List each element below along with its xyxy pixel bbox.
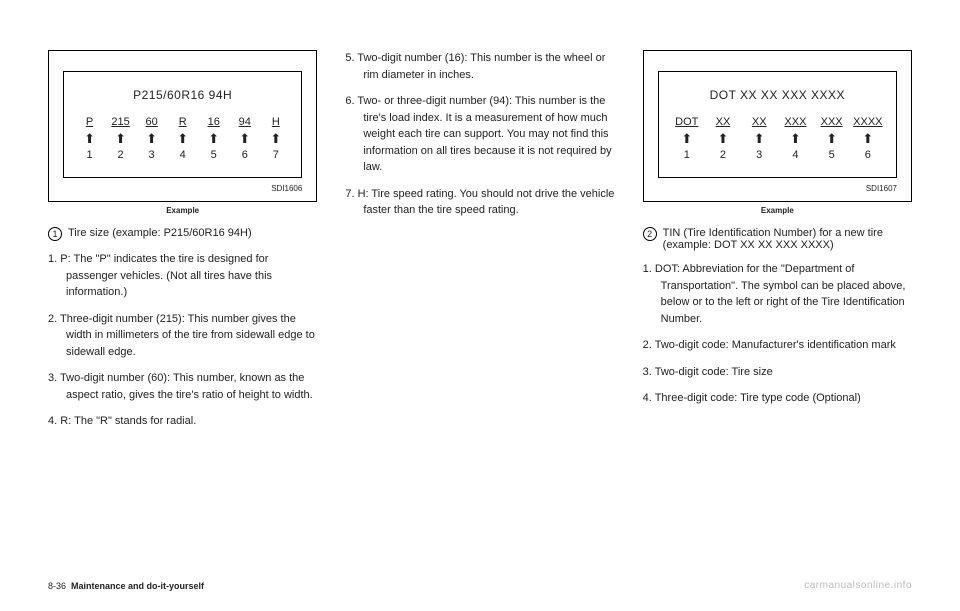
lead-text: Tire size (example: P215/60R16 94H) xyxy=(68,227,317,239)
diagram-nums-row: 1 2 3 4 5 6 7 xyxy=(74,149,291,161)
diagram-title: DOT XX XX XXX XXXX xyxy=(669,88,886,102)
diagram-inner: DOT XX XX XXX XXXX DOT XX XX XXX XXX XXX… xyxy=(658,71,897,178)
diagram-inner: P215/60R16 94H P 215 60 R 16 94 H ⬆⬆⬆⬆⬆⬆… xyxy=(63,71,302,178)
diagram-code: SDI1606 xyxy=(63,184,302,193)
watermark: carmanualsonline.info xyxy=(804,580,912,591)
list-item: Two-digit code: Tire size xyxy=(643,364,912,381)
diagram-title: P215/60R16 94H xyxy=(74,88,291,102)
list-col1: P: The "P" indicates the tire is designe… xyxy=(48,251,317,430)
tire-size-diagram: P215/60R16 94H P 215 60 R 16 94 H ⬆⬆⬆⬆⬆⬆… xyxy=(48,50,317,202)
list-item: P: The "P" indicates the tire is designe… xyxy=(48,251,317,301)
page-footer: 8-36 Maintenance and do-it-yourself xyxy=(48,581,204,591)
diagram-parts-row: DOT XX XX XXX XXX XXXX xyxy=(669,116,886,128)
tin-diagram: DOT XX XX XXX XXXX DOT XX XX XXX XXX XXX… xyxy=(643,50,912,202)
page-number: 8-36 xyxy=(48,581,66,591)
column-middle: Two-digit number (16): This number is th… xyxy=(345,50,614,440)
diagram-caption: Example xyxy=(48,206,317,215)
diagram-arrows: ⬆⬆⬆⬆⬆⬆ xyxy=(669,132,886,145)
list-col3: DOT: Abbreviation for the "Department of… xyxy=(643,261,912,407)
list-item: Two-digit number (60): This number, know… xyxy=(48,370,317,403)
column-left: P215/60R16 94H P 215 60 R 16 94 H ⬆⬆⬆⬆⬆⬆… xyxy=(48,50,317,440)
column-right: DOT XX XX XXX XXXX DOT XX XX XXX XXX XXX… xyxy=(643,50,912,440)
diagram-arrows: ⬆⬆⬆⬆⬆⬆⬆ xyxy=(74,132,291,145)
section-title: Maintenance and do-it-yourself xyxy=(71,581,204,591)
list-item: Two-digit code: Manufacturer's identific… xyxy=(643,337,912,354)
page-content: P215/60R16 94H P 215 60 R 16 94 H ⬆⬆⬆⬆⬆⬆… xyxy=(48,50,912,440)
circled-number: 2 xyxy=(643,227,657,241)
list-item: H: Tire speed rating. You should not dri… xyxy=(345,186,614,219)
circled-number: 1 xyxy=(48,227,62,241)
list-item: Three-digit number (215): This number gi… xyxy=(48,311,317,361)
list-item: Two-digit number (16): This number is th… xyxy=(345,50,614,83)
list-item: R: The "R" stands for radial. xyxy=(48,413,317,430)
diagram-nums-row: 1 2 3 4 5 6 xyxy=(669,149,886,161)
list-col2: Two-digit number (16): This number is th… xyxy=(345,50,614,219)
list-item: DOT: Abbreviation for the "Department of… xyxy=(643,261,912,327)
lead-item-2: 2 TIN (Tire Identification Number) for a… xyxy=(643,227,912,251)
lead-item-1: 1 Tire size (example: P215/60R16 94H) xyxy=(48,227,317,241)
lead-text: TIN (Tire Identification Number) for a n… xyxy=(663,227,912,251)
diagram-code: SDI1607 xyxy=(658,184,897,193)
list-item: Two- or three-digit number (94): This nu… xyxy=(345,93,614,176)
list-item: Three-digit code: Tire type code (Option… xyxy=(643,390,912,407)
diagram-parts-row: P 215 60 R 16 94 H xyxy=(74,116,291,128)
diagram-caption: Example xyxy=(643,206,912,215)
